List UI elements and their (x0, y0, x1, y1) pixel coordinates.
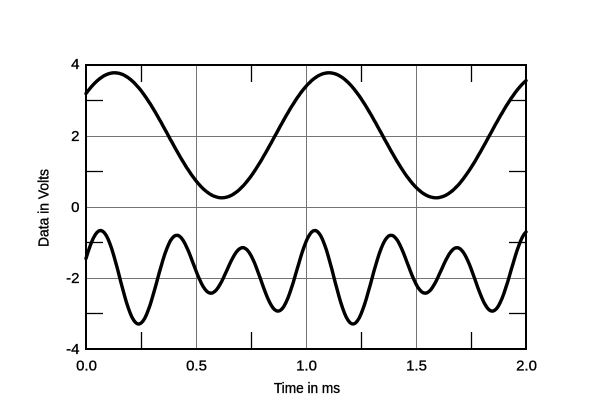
svg-text:0: 0 (71, 199, 79, 216)
svg-text:0.0: 0.0 (76, 358, 97, 375)
svg-text:1.5: 1.5 (406, 358, 427, 375)
svg-text:2: 2 (71, 128, 79, 145)
svg-text:4: 4 (71, 56, 79, 73)
svg-text:Data in Volts: Data in Volts (36, 169, 53, 247)
svg-text:0.5: 0.5 (186, 358, 207, 375)
svg-text:2.0: 2.0 (516, 358, 537, 375)
svg-text:-4: -4 (66, 341, 79, 358)
svg-text:-2: -2 (66, 270, 79, 287)
svg-text:1.0: 1.0 (296, 358, 317, 375)
svg-text:Time in ms: Time in ms (274, 380, 340, 397)
